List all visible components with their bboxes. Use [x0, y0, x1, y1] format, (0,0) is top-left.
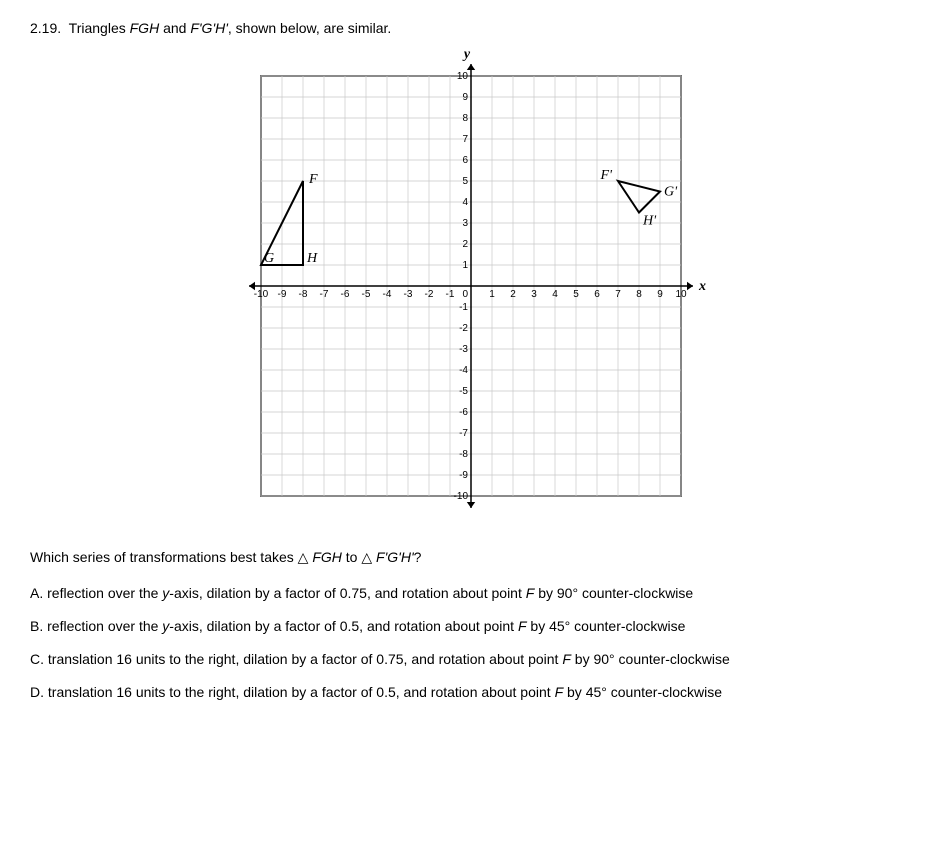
svg-text:-2: -2: [424, 289, 433, 300]
svg-text:1: 1: [462, 260, 468, 271]
svg-text:6: 6: [594, 289, 600, 300]
prompt-tri2: F'G'H': [376, 549, 414, 565]
choice-b-pre: reflection over the: [47, 618, 162, 634]
svg-text:-8: -8: [459, 449, 468, 460]
choice-c-pre: translation 16 units to the right, dilat…: [48, 651, 562, 667]
stem-post: , shown below, are similar.: [228, 20, 391, 36]
transformation-prompt: Which series of transformations best tak…: [30, 549, 911, 566]
triangle-symbol-2: △: [361, 549, 372, 565]
choice-d-pre: translation 16 units to the right, dilat…: [48, 684, 555, 700]
coordinate-graph: xy-10-9-8-7-6-5-4-3-2-112345678910-10-9-…: [30, 46, 911, 529]
triangle-symbol: △: [298, 549, 309, 565]
svg-text:x: x: [698, 279, 706, 294]
svg-text:7: 7: [615, 289, 621, 300]
prompt-pre: Which series of transformations best tak…: [30, 549, 298, 565]
svg-text:H: H: [306, 251, 318, 266]
question-stem: 2.19. Triangles FGH and F'G'H', shown be…: [30, 20, 911, 36]
svg-text:3: 3: [531, 289, 537, 300]
svg-text:4: 4: [552, 289, 558, 300]
svg-text:-10: -10: [453, 491, 468, 502]
svg-text:9: 9: [657, 289, 663, 300]
choice-b: B. reflection over the y-axis, dilation …: [30, 617, 911, 636]
svg-text:-3: -3: [459, 344, 468, 355]
choice-d: D. translation 16 units to the right, di…: [30, 683, 911, 702]
svg-text:5: 5: [573, 289, 579, 300]
choice-a: A. reflection over the y-axis, dilation …: [30, 584, 911, 603]
svg-text:9: 9: [462, 92, 468, 103]
choice-a-label: A.: [30, 585, 43, 601]
svg-text:-5: -5: [361, 289, 370, 300]
svg-text:1: 1: [489, 289, 495, 300]
choice-a-post: by 90° counter-clockwise: [534, 585, 693, 601]
svg-text:-1: -1: [459, 302, 468, 313]
triangle2-name: F'G'H': [190, 20, 228, 36]
choice-c-label: C.: [30, 651, 44, 667]
svg-text:6: 6: [462, 155, 468, 166]
svg-text:y: y: [461, 47, 470, 62]
svg-text:-3: -3: [403, 289, 412, 300]
svg-text:-7: -7: [459, 428, 468, 439]
choice-c-var2: F: [562, 651, 571, 667]
svg-text:5: 5: [462, 176, 468, 187]
svg-text:-2: -2: [459, 323, 468, 334]
svg-text:-5: -5: [459, 386, 468, 397]
svg-text:-6: -6: [340, 289, 349, 300]
svg-text:H': H': [642, 214, 657, 229]
svg-text:8: 8: [636, 289, 642, 300]
svg-text:7: 7: [462, 134, 468, 145]
svg-text:-1: -1: [445, 289, 454, 300]
svg-text:-10: -10: [253, 289, 268, 300]
svg-text:-4: -4: [382, 289, 391, 300]
stem-mid: and: [159, 20, 190, 36]
svg-text:-6: -6: [459, 407, 468, 418]
svg-text:10: 10: [456, 71, 468, 82]
choice-c-post: by 90° counter-clockwise: [571, 651, 730, 667]
svg-text:-9: -9: [277, 289, 286, 300]
svg-text:4: 4: [462, 197, 468, 208]
choice-d-var2: F: [555, 684, 564, 700]
graph-svg: xy-10-9-8-7-6-5-4-3-2-112345678910-10-9-…: [231, 46, 711, 526]
choice-a-pre: reflection over the: [47, 585, 162, 601]
svg-text:G': G': [664, 185, 678, 200]
choice-d-label: D.: [30, 684, 44, 700]
question-number: 2.19.: [30, 20, 61, 36]
choice-b-var2: F: [518, 618, 527, 634]
svg-text:8: 8: [462, 113, 468, 124]
stem-pre: Triangles: [69, 20, 130, 36]
svg-text:-8: -8: [298, 289, 307, 300]
choice-a-mid: -axis, dilation by a factor of 0.75, and…: [169, 585, 525, 601]
choice-b-post: by 45° counter-clockwise: [527, 618, 686, 634]
prompt-tri1: FGH: [312, 549, 342, 565]
choice-c: C. translation 16 units to the right, di…: [30, 650, 911, 669]
prompt-post: ?: [414, 549, 422, 565]
svg-text:10: 10: [675, 289, 687, 300]
prompt-mid: to: [342, 549, 361, 565]
choice-d-post: by 45° counter-clockwise: [563, 684, 722, 700]
svg-text:-7: -7: [319, 289, 328, 300]
choice-b-label: B.: [30, 618, 43, 634]
svg-text:F': F': [599, 168, 613, 183]
svg-text:-9: -9: [459, 470, 468, 481]
choice-b-mid: -axis, dilation by a factor of 0.5, and …: [169, 618, 518, 634]
svg-text:0: 0: [462, 289, 468, 300]
svg-text:G: G: [264, 251, 274, 266]
svg-text:2: 2: [462, 239, 468, 250]
svg-text:2: 2: [510, 289, 516, 300]
svg-text:3: 3: [462, 218, 468, 229]
svg-text:F: F: [308, 172, 318, 187]
svg-text:-4: -4: [459, 365, 468, 376]
triangle1-name: FGH: [130, 20, 160, 36]
